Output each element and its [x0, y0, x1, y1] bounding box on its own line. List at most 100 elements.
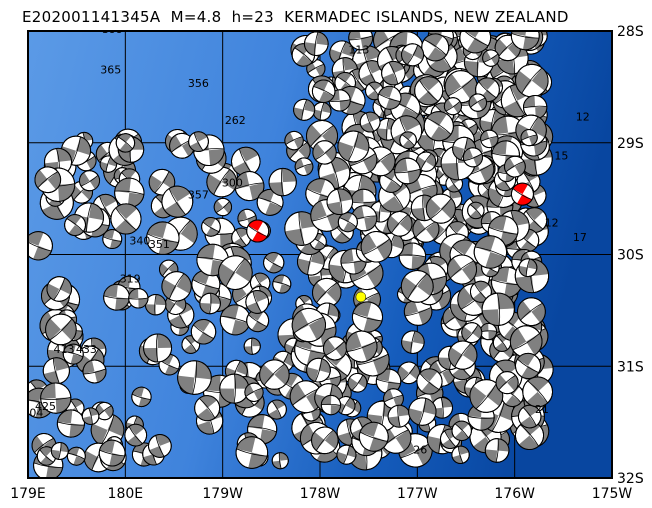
- compression-area: [460, 120, 478, 136]
- nodal-plane: [131, 393, 151, 400]
- nodal-plane: [363, 238, 390, 255]
- compression-area: [321, 395, 341, 415]
- compression-area: [269, 168, 297, 196]
- compression-area: [401, 131, 415, 149]
- beachball-outline: [263, 252, 285, 274]
- compression-area: [197, 395, 217, 421]
- compression-area: [346, 331, 377, 362]
- depth-label: 425: [35, 400, 56, 413]
- nodal-plane: [525, 210, 544, 230]
- compression-area: [177, 360, 212, 395]
- depth-label: 413: [54, 343, 75, 356]
- nodal-plane: [384, 394, 403, 403]
- compression-area: [360, 112, 380, 132]
- focal-mechanism-beachball: [98, 439, 126, 467]
- nodal-plane: [445, 100, 461, 112]
- compression-area: [447, 257, 477, 282]
- compression-area: [39, 446, 54, 466]
- nodal-plane: [365, 112, 375, 132]
- beachball-outline: [510, 182, 534, 206]
- focal-mechanism-beachball: [246, 309, 270, 333]
- nodal-plane: [245, 387, 263, 397]
- focal-mechanism-beachball: [161, 271, 192, 302]
- compression-area: [517, 300, 546, 323]
- nodal-plane: [352, 264, 381, 282]
- focal-mechanism-beachball: [291, 307, 327, 343]
- focal-mechanism-beachball: [245, 290, 270, 314]
- nodal-plane: [454, 343, 472, 367]
- focal-mechanism-beachball: [381, 60, 406, 86]
- focal-mechanism-beachball: [408, 397, 437, 426]
- beachball-outline: [416, 368, 443, 395]
- focal-mechanism-beachball: [312, 101, 332, 121]
- beachball-outline: [336, 444, 357, 465]
- nodal-plane: [213, 169, 230, 195]
- nodal-plane: [341, 397, 351, 414]
- compression-area: [46, 277, 72, 301]
- compression-area: [337, 131, 369, 162]
- compression-area: [352, 301, 382, 332]
- nodal-plane: [314, 31, 319, 56]
- focal-mechanism-beachball: [50, 442, 69, 460]
- compression-area: [192, 270, 220, 299]
- beachball-outline: [56, 409, 85, 438]
- beachball-outline: [34, 166, 62, 194]
- focal-mechanism-beachball: [451, 420, 472, 442]
- nodal-plane: [99, 449, 125, 457]
- depth-label: 399: [102, 23, 123, 36]
- nodal-plane: [162, 262, 176, 277]
- beachball-outline: [400, 269, 434, 303]
- compression-area: [308, 263, 333, 288]
- focal-mechanism-beachball: [219, 373, 250, 404]
- beachball-outline: [451, 420, 472, 442]
- compression-area: [258, 189, 283, 216]
- nodal-plane: [313, 86, 335, 97]
- beachball-outline: [468, 93, 488, 112]
- lat-label: 29S: [617, 136, 644, 152]
- beachball-outline: [504, 155, 526, 178]
- depth-label: 351: [149, 238, 170, 251]
- beachball-outline: [306, 357, 331, 383]
- beachball-outline: [259, 359, 290, 390]
- compression-area: [512, 183, 532, 206]
- beachball-outline: [82, 359, 107, 384]
- nodal-plane: [57, 421, 85, 426]
- lon-label: 179W: [202, 486, 243, 502]
- nodal-plane: [293, 316, 324, 334]
- focal-mechanism-beachball: [399, 131, 417, 149]
- compression-area: [461, 324, 482, 341]
- beachball-outline: [312, 277, 342, 308]
- nodal-plane: [521, 67, 543, 94]
- compression-area: [66, 214, 84, 236]
- nodal-plane: [154, 171, 170, 194]
- compression-area: [491, 267, 522, 298]
- nodal-plane: [339, 217, 357, 228]
- compression-area: [479, 109, 507, 136]
- depth-label: 26: [413, 443, 427, 456]
- compression-area: [521, 129, 538, 146]
- beachball-outline: [326, 188, 354, 216]
- compression-area: [485, 438, 509, 463]
- nodal-plane: [357, 353, 389, 366]
- nodal-plane: [98, 195, 112, 219]
- depth-label: 17: [573, 231, 587, 244]
- compression-area: [220, 304, 250, 335]
- nodal-plane: [58, 442, 62, 460]
- focal-mechanism-beachball: [213, 197, 233, 217]
- beachball-outline: [148, 434, 172, 458]
- nodal-plane: [450, 260, 474, 279]
- compression-area: [143, 333, 172, 362]
- beachball-outline: [213, 197, 233, 217]
- beachball-outline: [188, 131, 209, 153]
- focal-mechanism-beachball: [495, 371, 519, 395]
- beachball-outline: [81, 407, 100, 425]
- nodal-plane: [168, 273, 185, 300]
- compression-area: [218, 258, 253, 287]
- compression-area: [268, 399, 286, 420]
- focal-mechanism-beachball: [514, 352, 542, 380]
- compression-area: [511, 31, 540, 50]
- compression-area: [311, 430, 339, 451]
- focal-mechanism-beachball: [201, 216, 221, 237]
- compression-area: [199, 293, 221, 314]
